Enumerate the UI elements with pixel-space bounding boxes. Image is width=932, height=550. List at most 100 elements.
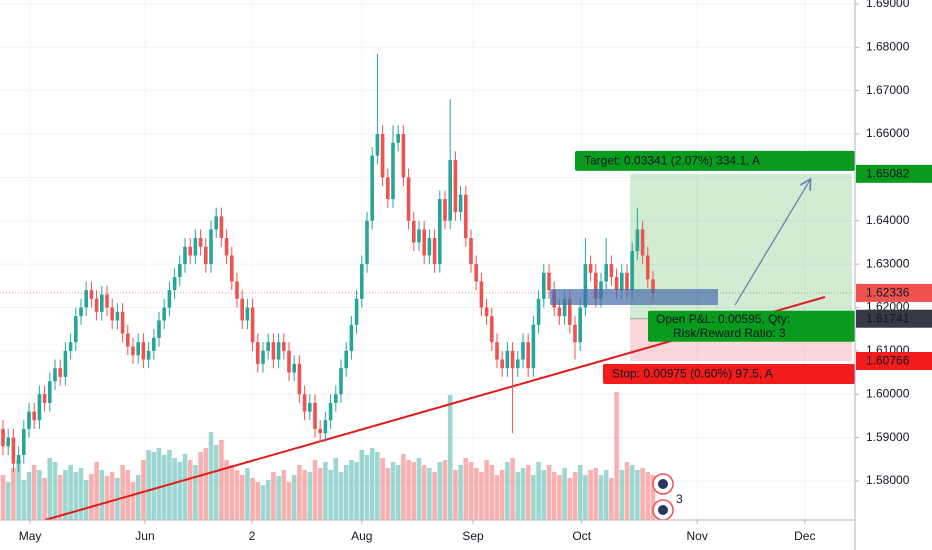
event-icon-core [658,479,668,489]
candle-body [209,229,213,265]
price-scale [855,0,932,550]
target-price-tag: 1.65082 [866,166,910,180]
volume-bar [354,462,359,520]
event-icon-core [658,505,668,515]
volume-bar [473,468,479,520]
candle-body [136,342,140,356]
volume-bar [629,465,635,520]
candle-body [162,307,166,321]
volume-bar [130,482,136,520]
y-tick-label: 1.68000 [866,39,910,53]
candle-body [375,134,380,156]
volume-bar [369,448,375,520]
candle-body [593,272,598,299]
grid [0,0,855,520]
volume-bar [193,465,198,520]
volume-bar [271,472,276,520]
candle-body [583,264,588,308]
volume-bar [5,482,11,520]
volume-bar [650,475,656,520]
candle-body [479,281,484,308]
candle-body [94,298,99,312]
candle-body [505,350,510,369]
candle-body [110,307,114,321]
volume-bar [541,470,547,520]
candle-body [115,311,120,321]
candle-body [313,402,317,429]
volume-bar [99,470,105,520]
candle-body [349,324,354,351]
volume-bar [505,462,510,520]
volume-bar [395,465,401,520]
volume-bar [640,468,645,520]
candle-body [250,307,255,343]
volume-bar [489,465,495,520]
candle-body [146,350,151,360]
volume-bar [89,474,94,520]
volume-bar [281,470,287,520]
x-tick-label: 2 [249,529,256,543]
candle-body [609,264,614,278]
candle-body [422,229,426,256]
candle-body [261,350,265,364]
volume-bar [302,470,307,520]
candle-body [131,346,135,356]
candle-body [573,324,577,343]
volume-bar [494,475,500,520]
candle-body [645,255,650,280]
volume-bar [416,458,422,520]
volume-bar [359,450,365,520]
candle-body [193,238,198,256]
candle-body [188,246,192,256]
volume-bar [588,470,593,520]
volume-bar [551,472,557,520]
candle-body [427,238,432,256]
volume-bar [182,454,188,520]
volume-bar [198,452,203,520]
candle-body [391,142,395,200]
volume-bar [42,478,47,520]
candle-body [11,437,16,464]
volume-bar [317,468,323,520]
volume-bar [328,470,333,520]
volume-bar [104,476,110,520]
candle-body [380,134,385,178]
candle-body [287,350,291,373]
candle-body [307,402,312,412]
stop-label: Stop: 0.00975 (0.60%) 97.5, A [612,367,773,381]
candle-body [229,255,234,282]
candle-body [411,220,416,243]
volume-bar [577,465,583,520]
volume-bar [375,452,380,520]
candle-body [396,134,400,143]
volume-bar [572,472,578,520]
candle-body [458,194,463,213]
candle-body [443,199,447,221]
candle-body [266,342,270,351]
volume-bar [385,468,391,520]
y-tick-label: 1.64000 [866,213,910,227]
candle-body [292,363,296,373]
volume-bar [463,458,469,520]
last-price-tag: 1.62336 [866,286,910,300]
candle-body [47,381,52,403]
ratio-label: Risk/Reward Ratio: 3 [673,326,786,340]
event-icons: 3 [652,473,683,521]
candle-body [172,277,177,291]
candle-body [21,428,26,455]
stop-price-tag: 1.60766 [866,354,910,368]
volume-bar [609,478,614,520]
candle-body [214,216,218,230]
stop-price-tag-box [856,352,932,371]
volume-bar [31,465,37,520]
candle-body [354,298,359,325]
event-count: 3 [676,492,683,506]
candle-body [588,264,593,273]
volume-bar [172,458,177,520]
candle-body [333,394,338,403]
candle-body [453,160,458,213]
candle-body [515,359,520,369]
volume-bar [135,475,141,520]
candle-body [328,402,333,421]
